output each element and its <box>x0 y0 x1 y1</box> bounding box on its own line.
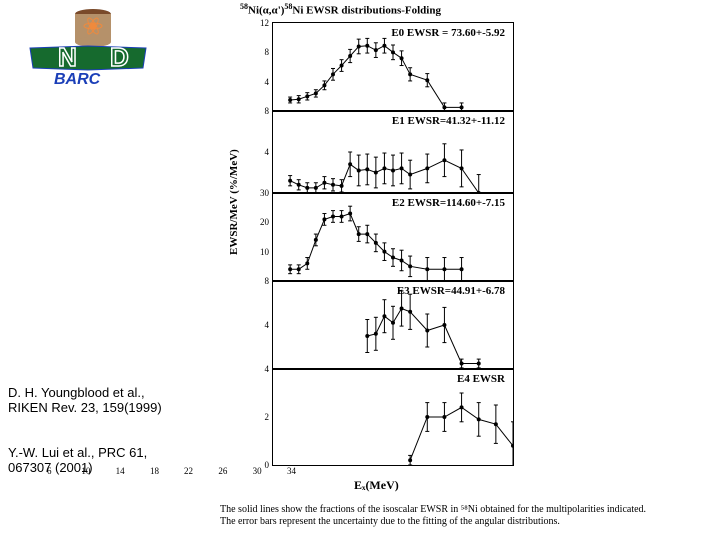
y-tick: 8 <box>251 276 269 286</box>
x-tick: 6 <box>47 466 52 476</box>
panel-2: E2 EWSR=114.60+-7.15302010 <box>272 192 514 282</box>
svg-text:BARC: BARC <box>54 71 101 88</box>
chart-title: 58Ni(α,α')58Ni EWSR distributions-Foldin… <box>240 2 441 17</box>
citations: D. H. Youngblood et al., RIKEN Rev. 23, … <box>8 385 208 475</box>
y-tick: 4 <box>251 364 269 374</box>
y-tick: 10 <box>251 247 269 257</box>
y-tick: 8 <box>251 106 269 116</box>
y-tick: 4 <box>251 77 269 87</box>
citation-1-line-2: RIKEN Rev. 23, 159(1999) <box>8 400 208 415</box>
panel-1: E1 EWSR=41.32+-11.1284 <box>272 110 514 194</box>
panel-3: E3 EWSR=44.91+-6.7884 <box>272 280 514 370</box>
y-tick: 8 <box>251 47 269 57</box>
x-tick: 10 <box>81 466 90 476</box>
y-tick: 12 <box>251 18 269 28</box>
x-tick: 34 <box>287 466 296 476</box>
x-axis-label: Eₓ(MeV) <box>354 478 399 493</box>
svg-text:N: N <box>58 42 77 72</box>
panel-0: E0 EWSR = 73.60+-5.921284 <box>272 22 514 112</box>
y-tick: 4 <box>251 320 269 330</box>
panel-4: E4 EWSR420 <box>272 368 514 466</box>
y-tick: 4 <box>251 147 269 157</box>
x-tick: 22 <box>184 466 193 476</box>
citation-2-line-2: 067307 (2001) <box>8 460 208 475</box>
svg-text:D: D <box>110 42 129 72</box>
chart-area: 58Ni(α,α')58Ni EWSR distributions-Foldin… <box>220 0 540 500</box>
y-tick: 20 <box>251 217 269 227</box>
citation-2-line-1: Y.-W. Lui et al., PRC 61, <box>8 445 208 460</box>
x-tick: 30 <box>253 466 262 476</box>
x-tick: 26 <box>218 466 227 476</box>
citation-1-line-1: D. H. Youngblood et al., <box>8 385 208 400</box>
y-tick: 30 <box>251 188 269 198</box>
y-axis-label: EWSR/MeV (%/MeV) <box>228 149 240 255</box>
x-tick: 18 <box>150 466 159 476</box>
caption: The solid lines show the fractions of th… <box>220 504 660 528</box>
x-tick: 14 <box>116 466 125 476</box>
barc-logo: N D BARC <box>18 8 158 88</box>
y-tick: 2 <box>251 412 269 422</box>
